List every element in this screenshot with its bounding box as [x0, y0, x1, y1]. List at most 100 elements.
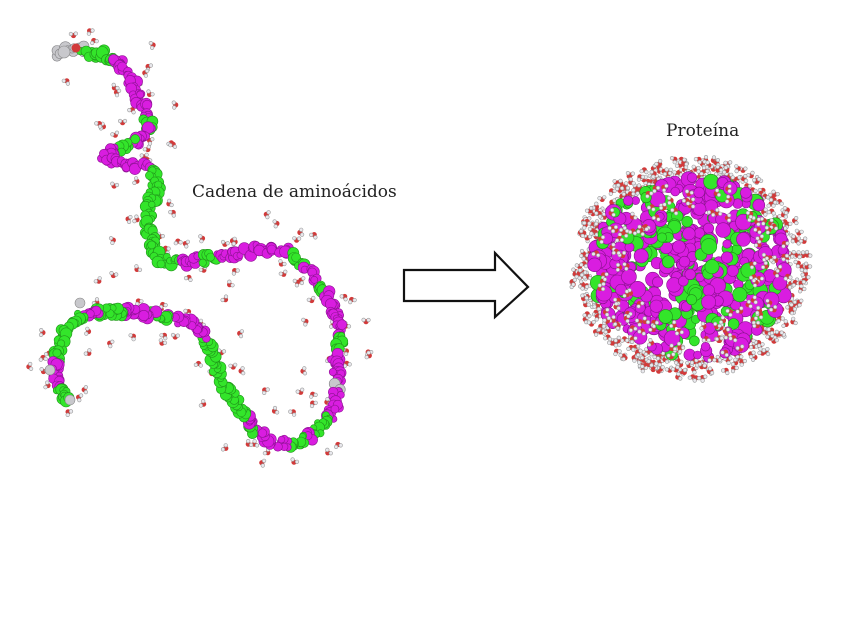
water-hydrogen: [711, 212, 716, 217]
water-hydrogen: [796, 250, 801, 255]
water-hydrogen: [640, 364, 645, 369]
water-hydrogen: [799, 298, 804, 303]
water-hydrogen: [38, 357, 43, 362]
water-hydrogen: [297, 236, 302, 241]
water-hydrogen: [68, 409, 74, 414]
water-hydrogen: [649, 191, 654, 196]
water-hydrogen: [144, 152, 149, 157]
water-hydrogen: [725, 370, 730, 376]
residue-atom: [330, 404, 340, 414]
water-hydrogen: [768, 197, 774, 202]
water-hydrogen: [687, 375, 692, 380]
water-hydrogen: [615, 186, 620, 191]
water-hydrogen: [718, 320, 724, 325]
water-hydrogen: [334, 444, 339, 450]
water-hydrogen: [579, 262, 584, 267]
water-hydrogen: [265, 387, 270, 392]
water-hydrogen: [783, 226, 788, 231]
water-hydrogen: [763, 207, 768, 212]
water-hydrogen: [587, 313, 592, 319]
water-hydrogen: [252, 439, 257, 444]
water-hydrogen: [697, 160, 702, 165]
water-hydrogen: [670, 367, 676, 372]
water-hydrogen: [625, 185, 630, 191]
water-hydrogen: [720, 368, 726, 373]
water-hydrogen: [644, 170, 649, 175]
water-hydrogen: [183, 308, 188, 314]
water-hydrogen: [114, 93, 120, 98]
water-hydrogen: [696, 165, 701, 171]
water-hydrogen: [785, 241, 790, 246]
water-hydrogen: [238, 334, 244, 339]
water-hydrogen: [127, 107, 132, 113]
water-hydrogen: [142, 147, 147, 152]
water-hydrogen: [765, 298, 770, 303]
water-hydrogen: [652, 189, 657, 194]
water-hydrogen: [630, 211, 635, 216]
water-hydrogen: [591, 320, 596, 325]
water-hydrogen: [606, 316, 611, 321]
water-hydrogen: [763, 212, 768, 217]
water-hydrogen: [677, 349, 683, 354]
water-hydrogen: [612, 297, 618, 302]
water-hydrogen: [640, 301, 645, 306]
water-hydrogen: [134, 214, 139, 219]
water-hydrogen: [288, 409, 293, 414]
water-hydrogen: [765, 334, 770, 340]
water-hydrogen: [797, 255, 802, 260]
water-hydrogen: [361, 317, 366, 323]
water-hydrogen: [703, 374, 708, 379]
water-hydrogen: [68, 31, 73, 37]
water-hydrogen: [733, 357, 738, 362]
water-hydrogen: [678, 376, 683, 381]
water-hydrogen: [299, 227, 304, 232]
water-hydrogen: [752, 323, 757, 329]
water-hydrogen: [239, 329, 244, 334]
water-hydrogen: [45, 380, 50, 385]
water-hydrogen: [343, 297, 348, 302]
water-hydrogen: [108, 344, 113, 349]
water-hydrogen: [781, 257, 786, 262]
water-hydrogen: [755, 236, 760, 241]
water-hydrogen: [669, 156, 675, 161]
water-hydrogen: [198, 267, 203, 272]
water-hydrogen: [751, 338, 756, 343]
water-hydrogen: [769, 218, 774, 223]
water-hydrogen: [672, 320, 677, 325]
water-hydrogen: [649, 169, 654, 175]
water-hydrogen: [110, 339, 115, 344]
water-hydrogen: [168, 143, 173, 148]
protein-atom: [621, 268, 637, 285]
water-hydrogen: [757, 350, 762, 356]
water-hydrogen: [108, 236, 114, 241]
water-hydrogen: [625, 171, 631, 176]
water-hydrogen: [714, 337, 720, 342]
residue-atom: [145, 171, 154, 180]
water-hydrogen: [613, 338, 618, 343]
water-hydrogen: [750, 357, 756, 362]
water-hydrogen: [631, 188, 636, 193]
water-hydrogen: [78, 393, 84, 398]
water-hydrogen: [220, 447, 226, 452]
water-hydrogen: [621, 250, 627, 255]
water-hydrogen: [808, 253, 813, 258]
water-hydrogen: [143, 73, 148, 78]
protein-atom: [772, 275, 788, 291]
water-hydrogen: [641, 331, 646, 336]
water-hydrogen: [169, 202, 174, 208]
water-hydrogen: [791, 283, 796, 288]
water-hydrogen: [648, 327, 653, 332]
water-hydrogen: [670, 208, 675, 213]
water-hydrogen: [791, 250, 796, 255]
water-hydrogen: [751, 350, 756, 355]
water-hydrogen: [132, 180, 137, 185]
water-hydrogen: [581, 256, 586, 261]
water-hydrogen: [637, 224, 642, 229]
water-hydrogen: [163, 303, 168, 308]
water-hydrogen: [773, 200, 778, 205]
water-hydrogen: [701, 165, 707, 170]
water-hydrogen: [348, 300, 353, 305]
water-hydrogen: [183, 276, 189, 281]
water-hydrogen: [769, 331, 775, 336]
